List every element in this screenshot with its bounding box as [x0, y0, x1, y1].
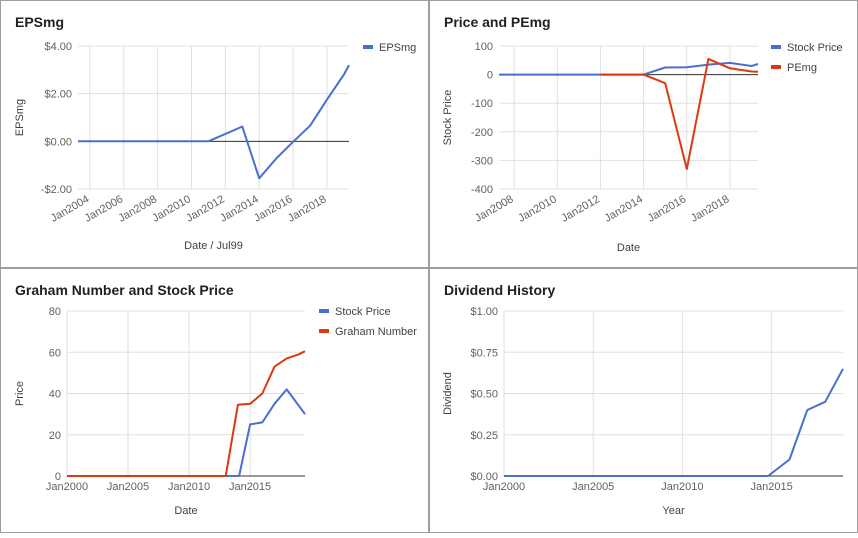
y-tick-label: $4.00 [44, 41, 72, 53]
legend-swatch [319, 309, 329, 313]
chart-title: Graham Number and Stock Price [15, 282, 234, 298]
dividend-history-chart: $0.00 $0.25 $0.50 $0.75 $1.00 Jan2000 Jan2005 J… [442, 306, 844, 517]
x-tick-label: Jan2010 [661, 481, 703, 493]
y-axis-title: Stock Price [442, 90, 454, 146]
y-tick-label: $0.25 [470, 430, 498, 442]
y-tick-label: $0.50 [470, 389, 498, 401]
y-tick-label: 0 [55, 471, 61, 483]
legend-label: PEmg [787, 62, 817, 74]
y-tick-label: $0.00 [44, 136, 72, 148]
legend-swatch [363, 45, 373, 49]
x-tick-label: Jan2015 [751, 481, 793, 493]
chart-title: EPSmg [15, 14, 65, 30]
x-tick-label: Jan2005 [107, 481, 149, 493]
y-axis-title: Price [14, 381, 26, 406]
graham-number-chart: 0 20 40 60 80 Jan2000 Jan2005 Jan2010 Jan2015 Dat… [14, 306, 417, 517]
y-tick-label: 0 [487, 70, 493, 82]
x-tick-label: Jan2018 [689, 193, 732, 225]
x-tick-label: Jan2018 [286, 193, 329, 225]
legend-label: Graham Number [335, 326, 417, 338]
y-tick-label: 20 [49, 430, 61, 442]
x-axis-title: Date [174, 505, 197, 517]
y-tick-label: $1.00 [470, 306, 498, 318]
y-tick-label: $2.00 [44, 89, 72, 101]
y-tick-label: -$2.00 [41, 184, 72, 196]
legend-swatch [771, 65, 781, 69]
y-tick-label: 40 [49, 389, 61, 401]
series-line [504, 368, 844, 477]
y-tick-label: -300 [471, 155, 493, 167]
y-tick-label: 80 [49, 306, 61, 318]
legend-label: Stock Price [787, 42, 843, 54]
x-tick-label: Jan2000 [46, 481, 88, 493]
x-tick-label: Jan2010 [168, 481, 210, 493]
x-tick-label: Jan2008 [473, 193, 516, 225]
series-line [78, 64, 350, 180]
y-tick-label: 60 [49, 347, 61, 359]
epsmg-chart: -$2.00$0.00$2.00$4.00Jan2004Jan2006Jan20… [14, 41, 416, 252]
legend-swatch [771, 45, 781, 49]
x-axis-title: Date / Jul99 [184, 240, 243, 252]
x-tick-label: Jan2016 [646, 193, 689, 225]
series-line [499, 61, 759, 76]
chart-title: Dividend History [444, 282, 556, 298]
legend-label: EPSmg [379, 42, 416, 54]
x-tick-label: Jan2014 [603, 193, 646, 225]
y-tick-label: -200 [471, 127, 493, 139]
series-line [67, 388, 306, 477]
y-tick-label: -100 [471, 98, 493, 110]
series-line [67, 350, 306, 477]
price-pemg-chart-panel: Price and PEmg -400 -300 -200 -100 0 100 Jan20… [429, 0, 858, 268]
legend-swatch [319, 329, 329, 333]
y-tick-label: 100 [475, 41, 493, 53]
y-axis-title: Dividend [442, 372, 454, 415]
x-tick-label: Jan2015 [229, 481, 271, 493]
epsmg-chart-panel: EPSmg -$2.00 $0.00 $2.00 $4.00 Jan2004 Jan200… [0, 0, 429, 268]
x-tick-label: Jan2012 [559, 193, 602, 225]
y-tick-label: -400 [471, 184, 493, 196]
y-tick-label: $0.75 [470, 347, 498, 359]
chart-title: Price and PEmg [444, 14, 551, 30]
graham-number-chart-panel: Graham Number and Stock Price 0 20 40 60 80 J… [0, 268, 429, 533]
y-axis-title: EPSmg [14, 99, 26, 136]
y-tick-label: $0.00 [470, 471, 498, 483]
legend-label: Stock Price [335, 306, 391, 318]
x-tick-label: Jan2000 [483, 481, 525, 493]
x-tick-label: Jan2005 [572, 481, 614, 493]
x-axis-title: Date [617, 242, 640, 254]
dividend-history-chart-panel: Dividend History $0.00 $0.25 $0.50 $0.75 $1.… [429, 268, 858, 533]
series-line [600, 57, 759, 170]
x-tick-label: Jan2010 [516, 193, 559, 225]
x-axis-title: Year [662, 505, 685, 517]
